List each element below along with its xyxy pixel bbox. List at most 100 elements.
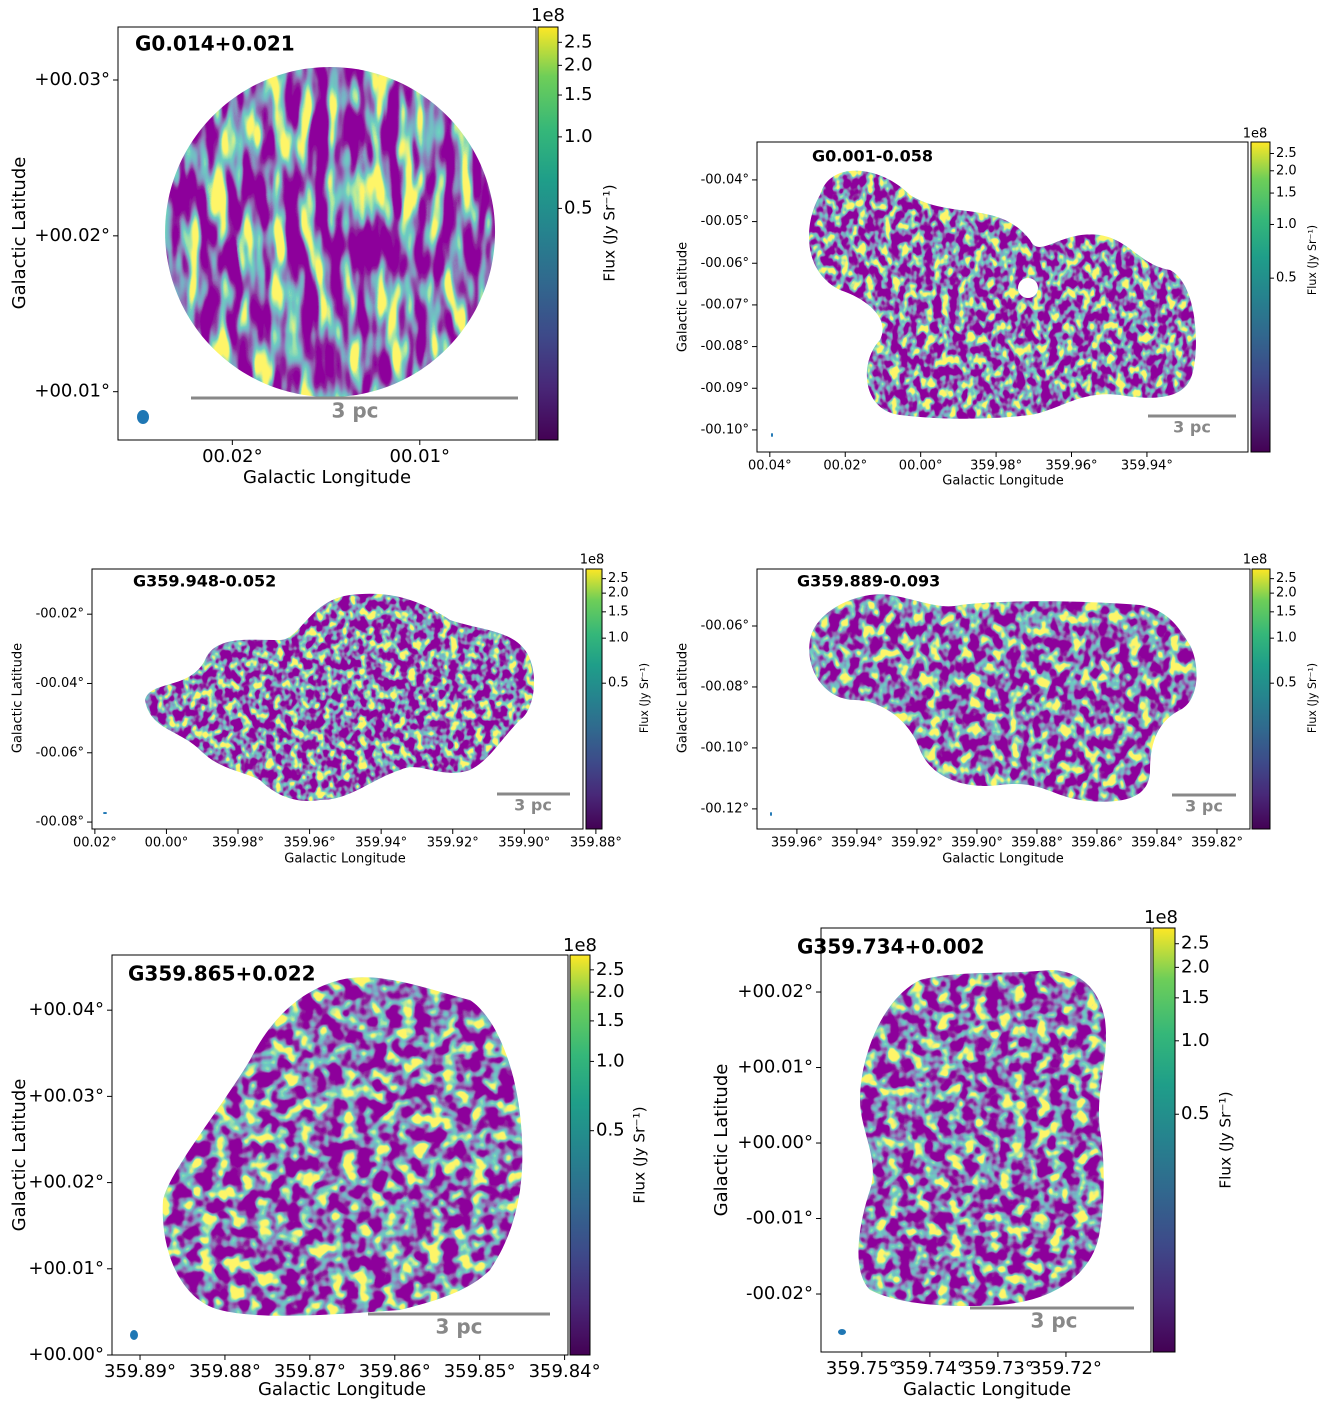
x-tick-label: 00.02°: [73, 835, 117, 850]
colorbar-tick-label: 0.5: [1181, 1103, 1210, 1124]
x-tick-label: 359.96°: [284, 835, 336, 850]
x-tick-label: 359.72°: [1030, 1358, 1102, 1379]
x-tick-label: 359.84°: [1131, 835, 1183, 850]
colorbar-tick-label: 0.5: [1276, 271, 1297, 286]
x-axis-label: Galactic Longitude: [903, 1379, 1071, 1400]
axes-frame: [756, 141, 1249, 453]
colorbar: [1152, 927, 1176, 1353]
beam: [137, 410, 149, 424]
colorbar-label: Flux (Jy Sr⁻¹): [601, 184, 619, 281]
x-tick-label: 359.98°: [212, 835, 264, 850]
colorbar-tick-label: 1.0: [1181, 1030, 1210, 1051]
y-tick-label: +00.02°: [28, 1172, 104, 1193]
colorbar-tick-label: 2.0: [564, 54, 593, 75]
x-axis-label: Galactic Longitude: [942, 852, 1063, 867]
colorbar-tick-label: 1.0: [608, 631, 629, 646]
x-tick-label: 359.87°: [274, 1361, 346, 1382]
image-footprint: [162, 977, 523, 1316]
colorbar-label: Flux (Jy Sr⁻¹): [638, 663, 651, 733]
colorbar-tick-label: 0.5: [608, 676, 629, 691]
panel-title: G359.889-0.093: [797, 572, 940, 591]
flux-map: [165, 67, 496, 397]
y-tick-label: -00.06°: [701, 256, 749, 271]
colorbar: [569, 954, 591, 1356]
flux-map: [808, 170, 1196, 419]
y-axis-label: Galactic Latitude: [711, 1064, 732, 1217]
image-footprint: [808, 170, 1196, 419]
x-tick-label: 359.86°: [1071, 835, 1123, 850]
y-tick-label: +00.01°: [28, 1258, 104, 1279]
beam: [130, 1330, 138, 1340]
flux-map: [809, 594, 1197, 802]
x-tick-label: 359.86°: [359, 1361, 431, 1382]
colorbar-tick-label: 1.5: [1181, 987, 1210, 1008]
y-tick-label: -00.02°: [746, 1283, 813, 1304]
colorbar-label: Flux (Jy Sr⁻¹): [1306, 225, 1319, 295]
x-axis-label: Galactic Longitude: [243, 467, 411, 488]
x-tick-label: 359.73°: [962, 1358, 1034, 1379]
y-axis-label: Galactic Latitude: [676, 242, 691, 352]
x-tick-label: 359.89°: [104, 1361, 176, 1382]
x-tick-label: 00.02°: [202, 446, 263, 467]
y-tick-label: -00.02°: [36, 607, 84, 622]
x-tick-label: 359.94°: [355, 835, 407, 850]
image-footprint: [809, 594, 1197, 802]
x-tick-label: 00.00°: [145, 835, 189, 850]
colorbar-offset: 1e8: [531, 5, 565, 26]
panel-title: G0.014+0.021: [135, 32, 295, 56]
image-footprint: [858, 970, 1107, 1307]
x-tick-label: 00.00°: [899, 458, 943, 473]
colorbar-tick-label: 1.0: [1276, 217, 1297, 232]
colorbar-tick-label: 2.0: [596, 981, 625, 1002]
beam: [771, 433, 773, 437]
colorbar-tick-label: 0.5: [596, 1120, 625, 1141]
x-tick-label: 359.82°: [1191, 835, 1243, 850]
image-footprint: [165, 67, 496, 397]
scale-bar-label: 3 pc: [1030, 1309, 1077, 1333]
beam: [838, 1329, 846, 1335]
colorbar-tick-label: 1.5: [1276, 186, 1297, 201]
y-tick-label: +00.02°: [737, 981, 813, 1002]
x-axis-label: Galactic Longitude: [258, 1379, 426, 1400]
colorbar-offset: 1e8: [1243, 553, 1268, 568]
colorbar-tick-label: 2.0: [608, 586, 629, 601]
colorbar-offset: 1e8: [580, 553, 605, 568]
y-axis-label: Galactic Latitude: [9, 1079, 30, 1232]
scale-bar-label: 3 pc: [435, 1315, 482, 1339]
y-tick-label: -00.01°: [746, 1208, 813, 1229]
colorbar-tick-label: 0.5: [564, 197, 593, 218]
y-tick-label: +00.00°: [28, 1344, 104, 1365]
colorbar-tick-label: 2.5: [1181, 933, 1210, 954]
y-tick-label: +00.01°: [737, 1057, 813, 1078]
colorbar-offset: 1e8: [563, 935, 597, 956]
y-tick-label: -00.06°: [36, 745, 84, 760]
x-tick-label: 359.88°: [189, 1361, 261, 1382]
colorbar-tick-label: 1.0: [564, 126, 593, 147]
colorbar: [537, 26, 559, 441]
colorbar-tick-label: 0.5: [1276, 676, 1297, 691]
y-axis-label: Galactic Latitude: [9, 157, 30, 310]
y-tick-label: -00.10°: [701, 740, 749, 755]
y-tick-label: +00.02°: [34, 225, 110, 246]
colorbar-tick-label: 2.0: [1276, 163, 1297, 178]
scale-bar-label: 3 pc: [1185, 797, 1223, 816]
y-tick-label: -00.04°: [36, 676, 84, 691]
x-tick-label: 359.88°: [570, 835, 622, 850]
colorbar-tick-label: 1.5: [608, 604, 629, 619]
scale-bar-label: 3 pc: [514, 796, 552, 815]
beam: [770, 812, 772, 816]
y-tick-label: -00.07°: [701, 297, 749, 312]
colorbar-label: Flux (Jy Sr⁻¹): [1306, 663, 1319, 733]
panel-title: G0.001-0.058: [812, 147, 933, 166]
x-tick-label: 359.85°: [444, 1361, 516, 1382]
colorbar-tick-label: 2.0: [1181, 956, 1210, 977]
flux-map: [145, 593, 535, 801]
x-tick-label: 359.94°: [831, 835, 883, 850]
colorbar-tick-label: 2.5: [608, 571, 629, 586]
x-tick-label: 359.88°: [1011, 835, 1063, 850]
beam: [103, 812, 107, 814]
colorbar: [1250, 141, 1271, 453]
x-tick-label: 359.74°: [894, 1358, 966, 1379]
axes-frame: [756, 568, 1251, 830]
panel-title: G359.948-0.052: [133, 572, 276, 591]
